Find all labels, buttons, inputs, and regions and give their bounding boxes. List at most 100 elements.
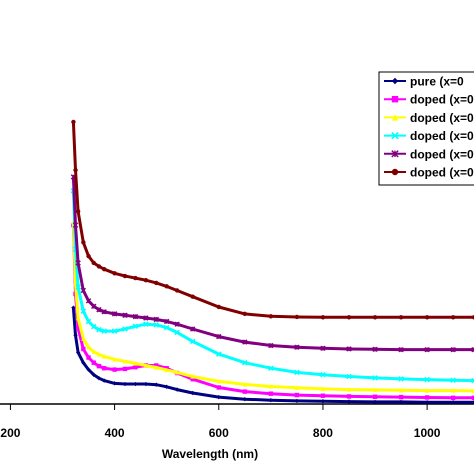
series-1-point [268,398,274,403]
legend-item-5: doped (x=0 [384,147,474,161]
series-1-point [91,372,96,377]
series-6-point [450,315,456,320]
series-3-point [471,388,474,394]
series-3-point [216,379,221,384]
series-4-point [163,324,170,331]
series-1-point [143,381,149,387]
series-1-point [96,376,102,381]
series-5-point [242,339,248,345]
series-5-point [346,346,352,352]
series-1-point [424,400,430,405]
series-2-point [398,394,404,400]
series-5-point [101,309,107,315]
series-4-point [75,284,81,290]
series-5-point [72,222,79,228]
series-2-point [101,366,107,371]
legend-label: doped (x=0 [410,93,474,107]
series-5-point [80,287,87,294]
x-tick-label: 1000 [414,426,441,440]
series-1-point [71,305,76,310]
series-1 [71,305,474,405]
series-5-point [96,307,102,313]
series-6-point [164,284,169,289]
series-3-point [154,365,159,370]
series-6-point [112,271,117,276]
series-6-point [101,266,107,272]
series-4-point [143,321,149,327]
legend-item-4: doped (x=0 [384,129,474,143]
series-2-point [471,395,474,401]
series-5-point [132,313,139,320]
series-4-point [268,365,274,371]
series-5-point [111,311,118,317]
legend-box [378,71,474,186]
series-4-point [294,369,300,376]
series-2-point [242,389,248,394]
series-1-point [112,381,117,386]
series-2-point [86,355,91,360]
series-2-point [91,360,96,365]
series-5-point [424,346,430,353]
series-3-point [242,382,248,387]
series-5-point [143,315,149,321]
series-6-point [73,167,78,173]
legend-swatch-marker [391,96,399,103]
series-3-point [174,370,180,375]
series-3-point [101,354,107,359]
series-1-point [164,384,169,389]
series-6-point [154,280,159,286]
series-5-point [153,316,159,323]
series-3-point [294,385,300,391]
series-3-point [190,374,195,379]
series-4-point [96,326,102,333]
series-1-point [154,382,159,387]
series-2-point [133,364,138,370]
series-5-point [471,346,474,353]
series-1-point [320,399,326,404]
series-2-point [346,394,352,399]
legend-swatch-marker [391,168,399,176]
series-3-point [164,367,169,373]
series-1-point [242,396,248,402]
series-6-point [424,315,430,320]
series-3-point [320,386,326,392]
series-4 [70,187,474,384]
series-3-point [86,345,91,350]
legend-label: doped (x=0 [410,129,474,143]
series-3-point [96,352,102,357]
series-2-point [216,385,221,390]
series-2-point [424,395,430,400]
series-5-point [268,342,274,349]
series-6-point [86,253,91,259]
legend-item-2: doped (x=0 [384,93,474,107]
series-1-point [216,394,221,400]
series-5-point [85,298,92,304]
series-6-point [122,273,128,279]
series-5-point [320,345,326,351]
series-3-point [424,388,430,393]
series-1-point [122,381,128,387]
series-1-point [398,399,404,405]
series-4-point [122,326,128,332]
series-1-point [86,367,91,372]
x-tick-label: 800 [313,426,333,440]
series-6-point [96,264,102,269]
series-2-point [96,363,102,369]
series-4-point [111,328,118,334]
series-5-point [163,318,170,325]
series-6-point [320,315,326,320]
series-6-point [190,294,195,299]
series-1-point [346,399,352,404]
series-4-point [424,376,430,383]
series-2-point [294,392,300,398]
series-3-point [133,361,138,366]
series-3-point [346,387,352,392]
series-6-point [294,314,300,320]
series-2-point [75,326,81,331]
series-4-point [242,359,248,366]
series-5-point [122,312,128,318]
series-6-point [216,304,221,310]
legend-item-6: doped (x=0 [384,166,474,180]
legend-swatch-marker [391,114,399,121]
